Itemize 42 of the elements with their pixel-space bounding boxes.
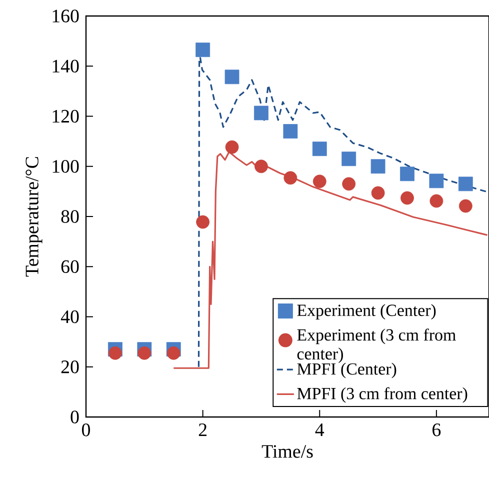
y-tick-label: 20 xyxy=(61,360,79,374)
point xyxy=(312,174,326,188)
x-tick-label: 4 xyxy=(315,424,324,436)
y-tick-label: 120 xyxy=(52,110,79,123)
point xyxy=(196,215,210,229)
y-tick-label: 80 xyxy=(61,210,79,223)
point xyxy=(225,140,239,154)
legend-label: MPFI (3 cm from center) xyxy=(297,387,468,403)
point xyxy=(312,142,327,156)
y-tick-label: 140 xyxy=(52,60,79,73)
point xyxy=(108,346,122,360)
legend-label: Experiment (Center) xyxy=(297,304,436,320)
x-axis-title: Time/s xyxy=(262,445,313,458)
point xyxy=(283,124,298,138)
point xyxy=(224,70,240,84)
x-tick-label: 2 xyxy=(198,424,206,436)
legend-label: Experiment (3 cm from center) xyxy=(297,328,456,364)
point xyxy=(458,176,473,192)
y-axis-title: Temperature/°C xyxy=(26,157,42,277)
point xyxy=(430,194,444,208)
legend-label: MPFI (Center) xyxy=(297,362,396,378)
y-tick-label: 160 xyxy=(52,10,79,22)
point xyxy=(400,166,414,182)
x-tick-label: 0 xyxy=(82,424,90,436)
point xyxy=(342,177,356,191)
point xyxy=(284,171,298,185)
point xyxy=(371,186,385,200)
point xyxy=(254,106,268,120)
point xyxy=(196,42,210,58)
point xyxy=(138,346,152,360)
point xyxy=(254,160,268,174)
y-tick-label: 60 xyxy=(61,260,79,274)
point xyxy=(342,152,356,166)
point xyxy=(400,191,414,205)
point xyxy=(458,199,472,213)
y-tick-label: 100 xyxy=(52,160,79,173)
y-tick-label: 0 xyxy=(70,410,79,424)
point xyxy=(166,346,180,360)
point xyxy=(429,174,444,188)
y-tick-label: 40 xyxy=(60,310,79,324)
x-tick-label: 6 xyxy=(432,424,441,436)
point xyxy=(370,159,386,174)
